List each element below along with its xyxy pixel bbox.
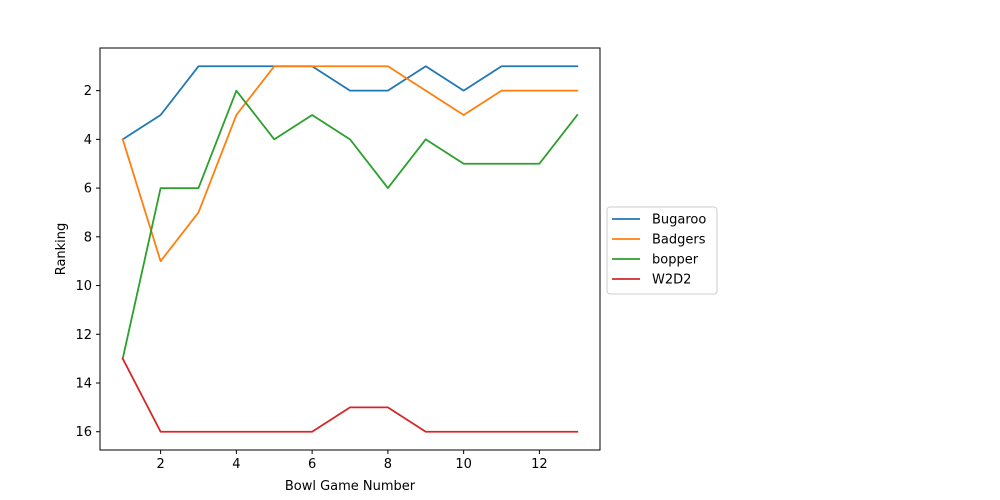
x-axis: 2 4 6 8 10 12 xyxy=(156,450,548,472)
y-tick-label: 12 xyxy=(75,328,92,343)
series-layer xyxy=(121,65,579,433)
x-tick-label: 10 xyxy=(455,457,472,472)
y-tick-label: 4 xyxy=(84,133,92,148)
x-tick-label: 4 xyxy=(232,457,240,472)
y-tick-label: 10 xyxy=(75,279,92,294)
series-line-W2D2 xyxy=(121,357,579,433)
series-line-Bugaroo xyxy=(121,65,579,141)
y-axis: 2 4 6 8 10 12 14 16 xyxy=(75,84,100,440)
y-tick-label: 16 xyxy=(75,425,92,440)
x-tick-label: 6 xyxy=(308,457,316,472)
series-line-Badgers xyxy=(121,65,579,263)
legend-label-W2D2: W2D2 xyxy=(652,273,691,288)
legend: Bugaroo Badgers bopper W2D2 xyxy=(606,206,718,295)
y-tick-label: 14 xyxy=(75,377,92,392)
y-axis-label: Ranking xyxy=(54,223,69,276)
x-tick-label: 12 xyxy=(531,457,548,472)
y-tick-label: 6 xyxy=(84,182,92,197)
legend-box xyxy=(606,206,718,295)
legend-label-bopper: bopper xyxy=(652,253,699,268)
series-line-bopper xyxy=(121,89,579,360)
y-tick-label: 2 xyxy=(84,84,92,99)
legend-label-Bugaroo: Bugaroo xyxy=(652,213,706,228)
x-axis-label: Bowl Game Number xyxy=(285,479,416,494)
x-tick-label: 8 xyxy=(384,457,392,472)
plot-frame xyxy=(99,47,601,451)
legend-label-Badgers: Badgers xyxy=(652,233,706,248)
x-tick-label: 2 xyxy=(156,457,164,472)
y-tick-label: 8 xyxy=(84,230,92,245)
